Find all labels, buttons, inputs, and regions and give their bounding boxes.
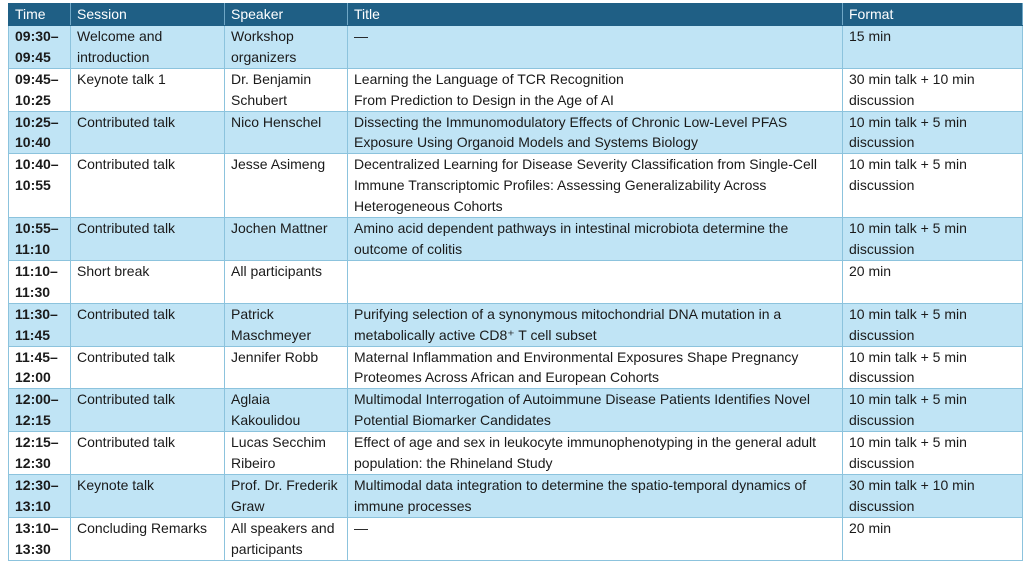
schedule-row: 09:30– 09:45 Welcome and introduction Work…: [8, 24, 1023, 69]
schedule-row: 11:10– 11:30 Short break All participants 2…: [8, 259, 1023, 304]
speaker-cell: Jennifer Robb: [224, 345, 348, 390]
schedule-row: 09:45– 10:25 Keynote talk 1 Dr. Benjamin S…: [8, 67, 1023, 112]
time-cell: 11:10– 11:30: [8, 259, 71, 304]
title-cell: Purifying selection of a synonymous mito…: [347, 302, 843, 347]
speaker-cell: Aglaia Kakoulidou: [224, 388, 348, 433]
title-cell: Dissecting the Immunomodulatory Effects …: [347, 110, 843, 155]
session-cell: Contributed talk: [70, 388, 225, 433]
time-cell: 10:40– 10:55: [8, 153, 71, 219]
time-cell: 13:10– 13:30: [8, 516, 71, 561]
schedule-row: 10:55– 11:10 Contributed talk Jochen Mattn…: [8, 217, 1023, 261]
session-cell: Keynote talk 1: [70, 67, 225, 112]
title-cell: Effect of age and sex in leukocyte immun…: [347, 431, 843, 475]
format-cell: 20 min: [842, 516, 1023, 561]
header-cell: Session: [70, 3, 225, 26]
session-cell: Contributed talk: [70, 345, 225, 390]
schedule-row: 11:45– 12:00 Contributed talk Jennifer Rob…: [8, 345, 1023, 390]
format-cell: 15 min: [842, 24, 1023, 69]
time-cell: 11:30– 11:45: [8, 302, 71, 347]
schedule-row: 11:30– 11:45 Contributed talk Patrick Masc…: [8, 302, 1023, 347]
header-row: Time Session Speaker Title Format: [8, 3, 1023, 26]
speaker-cell: Dr. Benjamin Schubert: [224, 67, 348, 112]
title-cell: Amino acid dependent pathways in intesti…: [347, 217, 843, 261]
header-cell: Title: [347, 3, 843, 26]
speaker-cell: Nico Henschel: [224, 110, 348, 155]
session-cell: Contributed talk: [70, 110, 225, 155]
format-cell: 10 min talk + 5 min discussion: [842, 302, 1023, 347]
format-cell: 10 min talk + 5 min discussion: [842, 388, 1023, 433]
time-cell: 12:15– 12:30: [8, 431, 71, 475]
session-cell: Short break: [70, 259, 225, 304]
time-cell: 09:30– 09:45: [8, 24, 71, 69]
session-cell: Keynote talk: [70, 473, 225, 518]
schedule-row: 13:10– 13:30 Concluding Remarks All speake…: [8, 516, 1023, 561]
speaker-cell: All speakers and participants: [224, 516, 348, 561]
speaker-cell: Workshop organizers: [224, 24, 348, 69]
session-cell: Concluding Remarks: [70, 516, 225, 561]
time-cell: 12:00– 12:15: [8, 388, 71, 433]
title-cell: Decentralized Learning for Disease Sever…: [347, 153, 843, 219]
header-cell: Format: [842, 3, 1023, 26]
title-cell: Learning the Language of TCR Recognition…: [347, 67, 843, 112]
schedule-row: 12:15– 12:30 Contributed talk Lucas Secchi…: [8, 431, 1023, 475]
time-cell: 10:55– 11:10: [8, 217, 71, 261]
speaker-cell: Prof. Dr. Frederik Graw: [224, 473, 348, 518]
title-cell: Multimodal data integration to determine…: [347, 473, 843, 518]
format-cell: 10 min talk + 5 min discussion: [842, 431, 1023, 475]
title-cell: [347, 259, 843, 304]
header-cell: Speaker: [224, 3, 348, 26]
schedule-row: 10:25– 10:40 Contributed talk Nico Hensche…: [8, 110, 1023, 155]
format-cell: 10 min talk + 5 min discussion: [842, 153, 1023, 219]
title-cell: —: [347, 24, 843, 69]
schedule-row: 10:40– 10:55 Contributed talk Jesse Asimen…: [8, 153, 1023, 219]
session-cell: Contributed talk: [70, 302, 225, 347]
format-cell: 20 min: [842, 259, 1023, 304]
title-cell: —: [347, 516, 843, 561]
schedule-row: 12:00– 12:15 Contributed talk Aglaia Kakou…: [8, 388, 1023, 433]
session-cell: Contributed talk: [70, 153, 225, 219]
format-cell: 10 min talk + 5 min discussion: [842, 217, 1023, 261]
time-cell: 09:45– 10:25: [8, 67, 71, 112]
time-cell: 11:45– 12:00: [8, 345, 71, 390]
schedule-table: Time Session Speaker Title Format 09:30– 09:…: [8, 3, 1023, 561]
time-cell: 10:25– 10:40: [8, 110, 71, 155]
page: Time Session Speaker Title Format 09:30– 09:…: [8, 3, 1023, 561]
format-cell: 30 min talk + 10 min discussion: [842, 67, 1023, 112]
format-cell: 10 min talk + 5 min discussion: [842, 345, 1023, 390]
session-cell: Contributed talk: [70, 431, 225, 475]
speaker-cell: All participants: [224, 259, 348, 304]
schedule-row: 12:30– 13:10 Keynote talk Prof. Dr. Freder…: [8, 473, 1023, 518]
speaker-cell: Lucas Secchim Ribeiro: [224, 431, 348, 475]
speaker-cell: Patrick Maschmeyer: [224, 302, 348, 347]
format-cell: 30 min talk + 10 min discussion: [842, 473, 1023, 518]
session-cell: Welcome and introduction: [70, 24, 225, 69]
table-body: 09:30– 09:45 Welcome and introduction Work…: [8, 24, 1023, 561]
title-cell: Maternal Inflammation and Environmental …: [347, 345, 843, 390]
time-cell: 12:30– 13:10: [8, 473, 71, 518]
speaker-cell: Jesse Asimeng: [224, 153, 348, 219]
session-cell: Contributed talk: [70, 217, 225, 261]
format-cell: 10 min talk + 5 min discussion: [842, 110, 1023, 155]
header-cell: Time: [8, 3, 71, 26]
speaker-cell: Jochen Mattner: [224, 217, 348, 261]
title-cell: Multimodal Interrogation of Autoimmune D…: [347, 388, 843, 433]
